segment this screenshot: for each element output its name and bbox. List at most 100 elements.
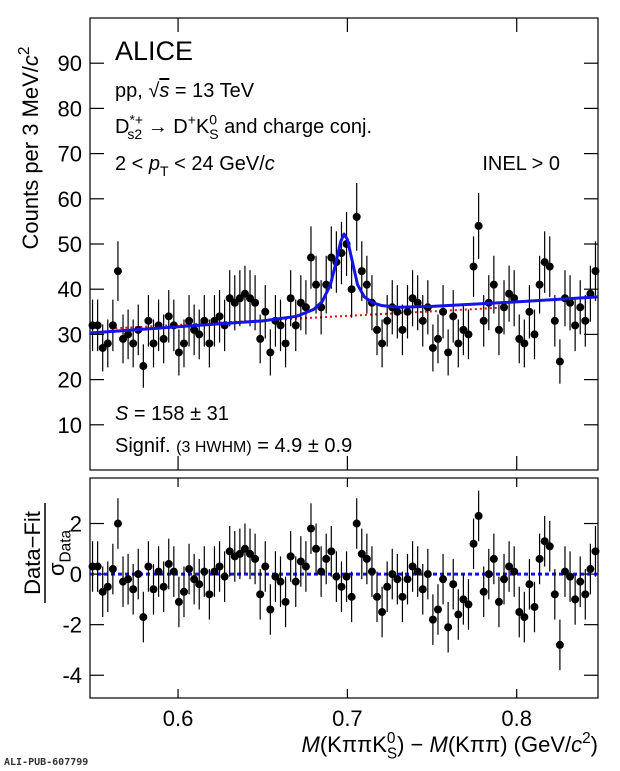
data-point <box>256 334 265 343</box>
residual-point <box>454 610 463 619</box>
data-point <box>312 280 321 289</box>
footer: ALI-PUB-607799 <box>4 757 88 768</box>
x-axis-label: M(KππK0 S) − M(Kππ) (GeV/c2) <box>302 730 598 763</box>
residual-point <box>535 554 544 563</box>
residual-point <box>205 590 214 599</box>
data-point <box>159 334 168 343</box>
data-point <box>464 330 473 339</box>
data-point <box>398 325 407 334</box>
annotation-part: S <box>209 126 218 142</box>
residual-point <box>154 567 163 576</box>
y-axis-label-part: 2 <box>16 47 33 56</box>
data-point <box>403 307 412 316</box>
data-point <box>124 330 133 339</box>
data-point <box>510 294 519 303</box>
data-point <box>520 339 529 348</box>
annotation-part: s <box>159 80 169 102</box>
annotation-part: = 158 ± 31 <box>128 403 229 425</box>
residual-point <box>149 585 158 594</box>
y-tick-label: -2 <box>62 613 82 638</box>
x-tick-label: 0.6 <box>163 706 194 731</box>
residual-point <box>428 615 437 624</box>
x-tick-label: 0.8 <box>501 706 532 731</box>
residual-point <box>261 562 270 571</box>
data-point <box>444 348 453 357</box>
residual-point <box>388 570 397 579</box>
data-point <box>93 321 102 330</box>
residual-point <box>576 577 585 586</box>
residual-point <box>301 562 310 571</box>
residual-point <box>327 547 336 556</box>
residual-point <box>449 580 458 589</box>
annotation-part: pp, <box>115 80 148 102</box>
data-point <box>591 267 600 276</box>
annotation-part: s2 <box>127 126 142 142</box>
residual-point <box>317 567 326 576</box>
residual-point <box>378 608 387 617</box>
residual-point <box>113 519 122 528</box>
residual-point <box>444 623 453 632</box>
data-point <box>251 298 260 307</box>
y-tick-label: 20 <box>58 368 82 393</box>
data-point <box>474 221 483 230</box>
data-point <box>535 280 544 289</box>
annotation: INEL > 0 <box>482 153 560 175</box>
data-point <box>566 298 575 307</box>
annotation-part: c <box>265 153 275 175</box>
annotation-part: 0 <box>209 112 217 128</box>
y-tick-label: 50 <box>58 232 82 257</box>
data-point <box>362 280 371 289</box>
annotation: Signif. (3 HWHM) = 4.9 ± 0.9 <box>115 435 352 457</box>
annotation: ALICE <box>115 36 193 66</box>
data-point <box>489 280 498 289</box>
data-point <box>103 339 112 348</box>
residual-point <box>525 580 534 589</box>
x-axis-label-part: c <box>571 732 582 757</box>
data-point <box>357 267 366 276</box>
data-point <box>174 348 183 357</box>
residual-point <box>408 562 417 571</box>
residual-point <box>566 572 575 581</box>
y-tick-label: 40 <box>58 277 82 302</box>
annotation-part: D <box>115 116 129 138</box>
residual-point <box>256 590 265 599</box>
bottom-frame <box>89 477 599 699</box>
annotation-part: + <box>188 112 196 128</box>
y-axis-label: Counts per 3 MeV/c2 <box>16 47 43 250</box>
annotation-part: K <box>196 116 210 138</box>
x-axis-label-part: ) <box>591 732 598 757</box>
residual-point <box>296 557 305 566</box>
residual-point <box>251 554 260 563</box>
residual-point <box>545 542 554 551</box>
data-point <box>545 262 554 271</box>
data-point <box>439 307 448 316</box>
residual-point <box>246 549 255 558</box>
residual-point <box>383 582 392 591</box>
residual-point <box>489 554 498 563</box>
x-axis-label-part: 2 <box>582 730 591 747</box>
annotation-part: S <box>115 403 129 425</box>
residual-point <box>179 587 188 596</box>
annotation-part: INEL > 0 <box>482 153 560 175</box>
data-point <box>555 357 564 366</box>
data-point <box>215 312 224 321</box>
y-axis-label-part: c <box>18 55 43 66</box>
data-point <box>200 316 209 325</box>
residual-point <box>352 519 361 528</box>
residual-point <box>433 605 442 614</box>
residual-point <box>479 587 488 596</box>
x-axis-label-part: S <box>387 746 397 763</box>
x-axis-label-part: M <box>430 732 449 757</box>
residual-point <box>240 544 249 553</box>
residual-point <box>185 565 194 574</box>
residual-point <box>469 539 478 548</box>
residual-point <box>347 592 356 601</box>
residual-point <box>144 562 153 571</box>
data-point <box>525 307 534 316</box>
residual-point <box>103 582 112 591</box>
data-point <box>113 267 122 276</box>
residual-point <box>510 567 519 576</box>
residual-point <box>494 597 503 606</box>
residual-point <box>342 572 351 581</box>
